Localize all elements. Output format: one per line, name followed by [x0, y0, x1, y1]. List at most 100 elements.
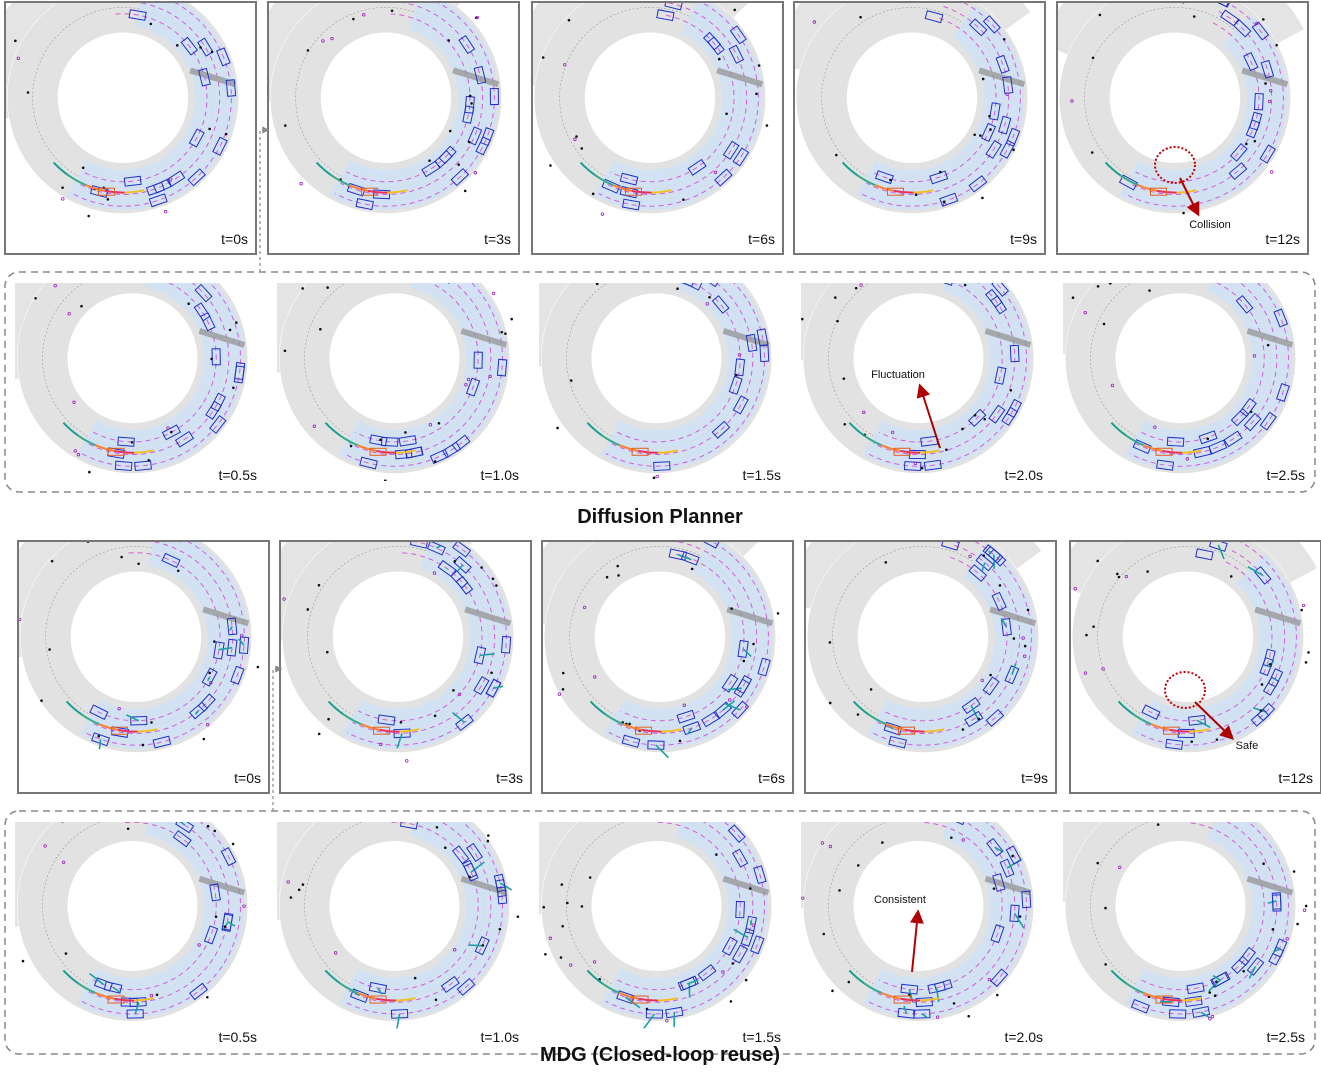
object	[870, 688, 873, 691]
time-label: t=1.0s	[480, 1029, 519, 1045]
scene	[530, 506, 780, 758]
object	[387, 816, 390, 819]
object	[561, 925, 564, 928]
object	[384, 479, 387, 482]
prediction	[99, 739, 100, 749]
object	[495, 584, 498, 587]
object	[202, 738, 205, 741]
vehicle	[160, 798, 178, 811]
object	[1072, 296, 1075, 299]
object	[1262, 18, 1265, 21]
object	[733, 9, 736, 12]
object	[939, 171, 942, 174]
object	[561, 883, 564, 886]
object	[870, 794, 873, 797]
object	[743, 660, 746, 663]
object	[210, 358, 213, 361]
object	[453, 560, 456, 563]
object	[131, 441, 134, 444]
object	[973, 133, 976, 136]
object	[659, 244, 662, 247]
object	[500, 331, 503, 334]
object	[974, 414, 977, 417]
object	[347, 527, 350, 530]
object	[300, 182, 303, 185]
object	[1104, 963, 1107, 966]
object	[326, 651, 329, 654]
time-label: t=2.5s	[1266, 1029, 1305, 1045]
object	[1254, 140, 1257, 143]
object	[504, 332, 507, 335]
object	[187, 302, 190, 305]
object	[0, 86, 2, 89]
object	[51, 560, 54, 563]
object	[918, 257, 921, 260]
object	[132, 278, 135, 281]
object	[1148, 289, 1151, 292]
object	[686, 808, 689, 811]
object	[61, 186, 64, 189]
object	[1085, 634, 1088, 637]
scene	[2, 775, 245, 1018]
object	[996, 994, 999, 997]
object	[1096, 560, 1099, 563]
annotation: Consistent	[874, 894, 926, 906]
object	[829, 641, 832, 644]
object	[935, 534, 938, 537]
object	[838, 268, 841, 271]
object	[624, 275, 627, 278]
annotation: Collision	[1189, 219, 1231, 231]
vehicle	[710, 262, 728, 278]
time-label: t=2.0s	[1004, 467, 1043, 483]
object	[510, 318, 513, 321]
object	[449, 130, 452, 133]
object	[558, 693, 561, 696]
object	[1262, 862, 1265, 865]
object	[656, 475, 659, 478]
object	[34, 297, 37, 300]
vehicle	[167, 800, 185, 814]
object	[478, 267, 481, 270]
object	[836, 320, 839, 323]
object	[301, 287, 304, 290]
object	[469, 94, 472, 97]
scene	[1050, 775, 1307, 1020]
time-label: t=1.5s	[742, 1029, 781, 1045]
object	[755, 93, 758, 96]
prediction	[176, 807, 179, 818]
object	[298, 888, 301, 891]
object	[1013, 637, 1016, 640]
object	[581, 905, 584, 908]
object	[982, 78, 985, 81]
object	[224, 925, 227, 928]
object	[1010, 389, 1013, 392]
prediction	[425, 812, 435, 814]
object	[1091, 151, 1094, 154]
object	[1182, 212, 1185, 215]
object	[137, 562, 140, 565]
object	[682, 198, 685, 201]
object	[562, 672, 565, 675]
vehicle	[931, 271, 949, 283]
object	[1003, 38, 1006, 41]
time-label: t=3s	[484, 231, 511, 247]
annotation-arrow	[912, 912, 918, 972]
object	[1012, 149, 1015, 152]
object	[327, 718, 330, 721]
object	[758, 64, 761, 67]
object	[208, 128, 211, 131]
object	[1296, 923, 1299, 926]
vehicle	[1232, 261, 1250, 277]
object	[1193, 15, 1196, 18]
object	[801, 318, 804, 321]
object	[580, 147, 583, 150]
object	[536, 358, 539, 361]
connector	[260, 130, 268, 272]
object	[1250, 410, 1253, 413]
object	[542, 906, 545, 909]
object	[350, 445, 353, 448]
object	[884, 561, 887, 564]
object	[434, 460, 437, 463]
object	[176, 44, 179, 47]
object	[690, 275, 693, 278]
